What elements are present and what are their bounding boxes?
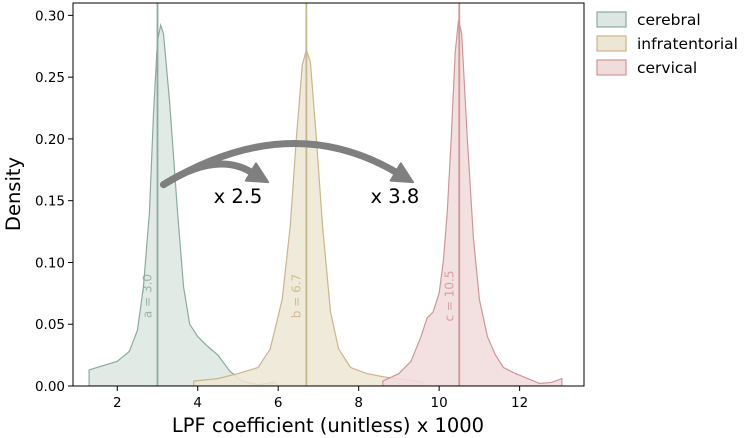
mean-label-infratentorial: b = 6.7 (289, 274, 303, 318)
multiplier-arrows (160, 140, 414, 189)
arrow-shaft-2 (160, 140, 400, 189)
x-tick-label: 10 (431, 395, 448, 411)
y-axis-ticks: 0.00 0.05 0.10 0.15 0.20 0.25 0.30 (35, 8, 73, 395)
legend-swatch-cerebral (596, 11, 627, 28)
mean-label-cervical: c = 10.5 (442, 271, 456, 322)
y-tick-label: 0.05 (35, 317, 65, 333)
y-axis-label: Density (2, 157, 25, 231)
x-axis-ticks: 2 4 6 8 10 12 (113, 386, 528, 411)
mean-labels: a = 3.0 b = 6.7 c = 10.5 (140, 271, 456, 322)
multiplier-label-1: x 2.5 (214, 185, 263, 208)
legend-label-cerebral: cerebral (637, 11, 701, 29)
arrow-head-1 (244, 162, 270, 184)
density-curves (88, 20, 563, 386)
arrow-head-2 (389, 162, 414, 184)
legend-swatch-infratentorial (596, 35, 627, 52)
plot-frame (72, 2, 585, 387)
x-tick-label: 2 (113, 395, 122, 411)
x-axis-label: LPF coefficient (unitless) x 1000 (172, 414, 484, 437)
legend-label-cervical: cervical (637, 59, 697, 77)
multiplier-label-2: x 3.8 (371, 185, 420, 208)
mean-label-cerebral: a = 3.0 (140, 274, 154, 318)
x-tick-label: 4 (193, 395, 202, 411)
x-tick-label: 6 (274, 395, 283, 411)
legend: cerebral infratentorial cervical (596, 11, 738, 77)
mean-lines (156, 3, 461, 386)
y-tick-label: 0.10 (35, 255, 65, 271)
x-tick-label: 8 (354, 395, 363, 411)
y-tick-label: 0.00 (35, 379, 65, 395)
legend-label-infratentorial: infratentorial (637, 35, 738, 53)
density-area-cervical (382, 20, 563, 386)
y-tick-label: 0.30 (35, 8, 65, 24)
y-tick-label: 0.20 (35, 132, 65, 148)
y-tick-label: 0.25 (35, 70, 65, 86)
density-area-infratentorial (193, 47, 424, 386)
annotations: x 2.5 x 3.8 (214, 185, 420, 208)
y-tick-label: 0.15 (35, 194, 65, 210)
x-tick-label: 12 (511, 395, 528, 411)
legend-swatch-cervical (596, 59, 627, 76)
